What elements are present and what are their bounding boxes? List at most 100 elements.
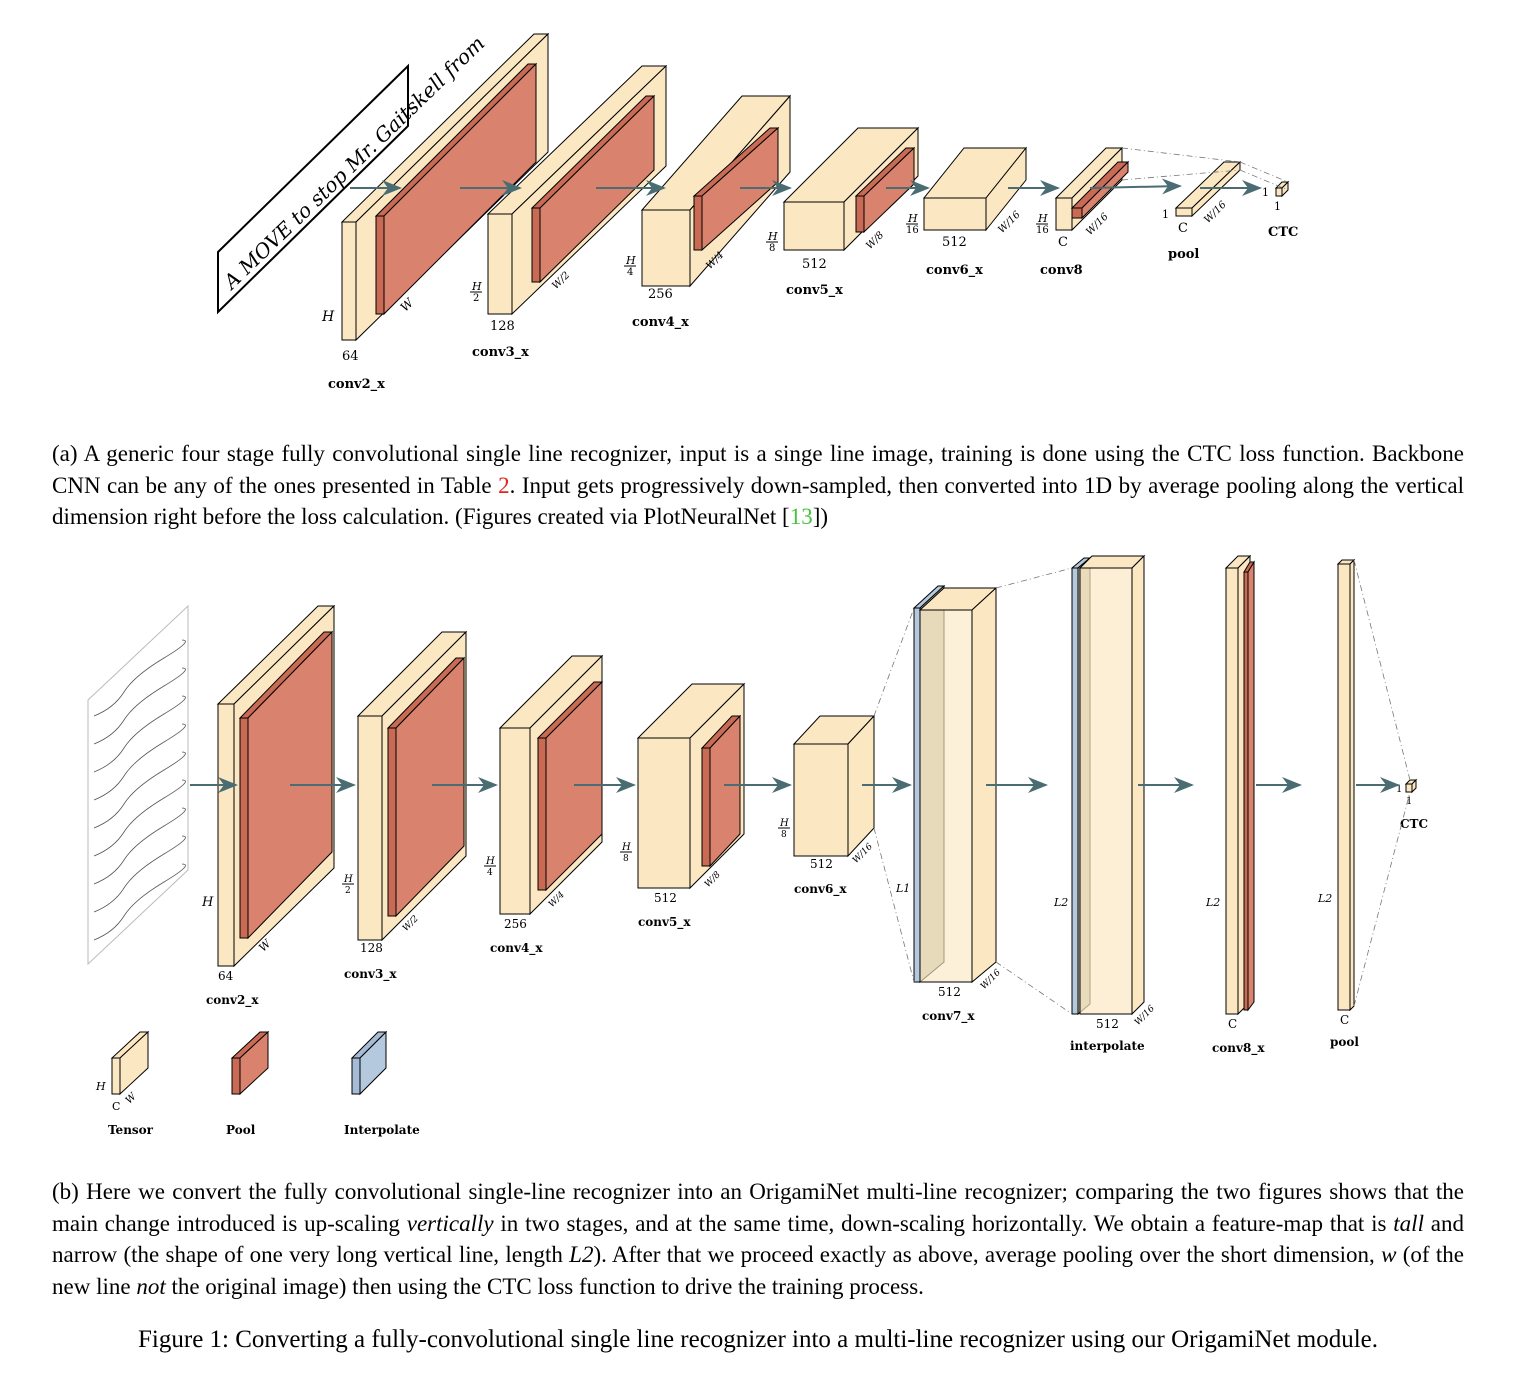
b-label-conv2-x: conv2_x	[206, 993, 259, 1008]
b-dim-C-b: C	[1340, 1013, 1349, 1027]
caption-b-em-tall: tall	[1393, 1210, 1424, 1236]
flow-arrows-a	[350, 178, 1262, 196]
b-label-conv5-x: conv5_x	[638, 915, 691, 930]
caption-b-text-6: the original image) then using the CTC l…	[165, 1273, 924, 1299]
dim-H16-b: H	[1037, 212, 1048, 225]
caption-b-math-L2: L2	[569, 1242, 594, 1267]
projection-lines-b	[873, 559, 1411, 1015]
block-b-conv4-x	[498, 654, 604, 916]
dim-H2: H	[471, 280, 482, 293]
dim-W8: W/8	[864, 230, 886, 252]
dim-8: 8	[769, 243, 775, 254]
b-label-conv4-x: conv4_x	[490, 941, 543, 956]
block-conv6-x	[922, 146, 1028, 232]
b-dim-H4: H	[485, 856, 495, 867]
caption-b-text-4: ). After that we proceed exactly as abov…	[593, 1242, 1382, 1267]
b-dim-L2-b: L2	[1205, 896, 1220, 909]
ch-512-b: 512	[942, 235, 967, 250]
figure-b-canvas: H W 64 conv2_x H 2 W/2 128 conv3_x H 4 W…	[87, 554, 1428, 1137]
caption-a-text-1: (a) A generic four stage fully convoluti…	[52, 441, 1464, 498]
b-dim-W8: W/8	[703, 870, 723, 890]
figure-a: A MOVE to stop Mr. Gaitskell from H W 64…	[0, 0, 1516, 410]
caption-b-math-w: w	[1381, 1242, 1397, 1267]
dim-C-a: C	[1058, 235, 1068, 250]
legend-dim-C: C	[112, 1100, 120, 1113]
label-conv6-x: conv6_x	[926, 263, 983, 278]
b-label-conv6-x: conv6_x	[794, 882, 847, 897]
block-conv8	[1054, 146, 1130, 232]
dim-W16-b: W/16	[1084, 211, 1111, 238]
b-ch-512-c: 512	[938, 985, 961, 999]
block-b-interpolate	[1070, 554, 1146, 1016]
projection-lines-a	[1121, 147, 1289, 191]
citation-ref-link[interactable]: 13	[789, 504, 813, 529]
b-dim-L2-c: L2	[1317, 892, 1332, 905]
ch-128: 128	[490, 319, 515, 334]
legend-pool-swatch	[230, 1030, 270, 1096]
dim-1-a: 1	[1162, 208, 1169, 221]
b-label-interpolate: interpolate	[1070, 1039, 1145, 1053]
b-label-pool: pool	[1330, 1035, 1359, 1049]
caption-a: (a) A generic four stage fully convoluti…	[52, 438, 1464, 533]
dim-1-c: 1	[1274, 200, 1281, 213]
dim-16-a: 16	[906, 225, 919, 236]
caption-b-text-1: (b) Here we convert the fully convolutio…	[52, 1179, 1464, 1236]
b-ch-512-d: 512	[1096, 1017, 1119, 1031]
b-label-ctc: CTC	[1400, 817, 1428, 831]
label-conv2-x: conv2_x	[328, 377, 385, 392]
caption-b-em-vertically: vertically	[406, 1210, 494, 1236]
b-dim-H: H	[201, 895, 214, 910]
label-conv8: conv8	[1040, 263, 1083, 278]
caption-b-text-5: (of the new line	[52, 1242, 1465, 1299]
legend-dim-W: W	[124, 1091, 140, 1107]
legend-pool-label: Pool	[226, 1123, 256, 1137]
legend-tensor-label: Tensor	[108, 1123, 154, 1137]
caption-b-em-not: not	[136, 1273, 166, 1299]
legend: H C W Tensor Pool Interpolate	[95, 1030, 420, 1137]
figure-b: H W 64 conv2_x H 2 W/2 128 conv3_x H 4 W…	[0, 550, 1516, 1150]
block-conv5-x	[782, 126, 920, 252]
dim-16-b: 16	[1036, 225, 1049, 236]
b-dim-1-b: 1	[1406, 796, 1412, 807]
block-conv2-x	[340, 32, 550, 342]
caption-b-text-3: and narrow (the shape of one very long v…	[52, 1210, 1464, 1268]
legend-interpolate-swatch	[350, 1030, 388, 1096]
caption-b-text-2: in two stages, and at the same time, dow…	[493, 1210, 1394, 1236]
b-dim-4: 4	[487, 868, 493, 878]
caption-a-text-2: . Input gets progressively down-sampled,…	[52, 472, 1464, 530]
block-b-conv5-x	[636, 682, 746, 890]
dim-H8: H	[767, 230, 778, 243]
block-b-conv8-x	[1224, 554, 1255, 1016]
input-paragraph-image	[87, 604, 189, 966]
b-dim-H8: H	[621, 842, 631, 853]
b-ch-512-b: 512	[810, 857, 833, 871]
block-b-ctc	[1404, 778, 1418, 794]
legend-dim-H: H	[95, 1080, 106, 1093]
b-dim-H8b: H	[779, 818, 789, 829]
ch-64: 64	[342, 349, 359, 364]
block-conv3-x	[486, 64, 668, 316]
b-ch-256: 256	[504, 917, 527, 931]
legend-tensor-swatch	[110, 1030, 150, 1096]
block-b-conv6-x	[792, 714, 876, 858]
b-dim-8b: 8	[781, 830, 787, 840]
dim-4: 4	[627, 267, 633, 278]
caption-a-text-3: ])	[812, 504, 829, 529]
b-dim-L1: L1	[895, 882, 910, 895]
b-dim-8: 8	[623, 854, 629, 864]
dim-W16-a: W/16	[996, 209, 1023, 236]
table-ref-link[interactable]: 2	[498, 472, 510, 498]
caption-b: (b) Here we convert the fully convolutio…	[52, 1176, 1464, 1302]
dim-H: H	[321, 309, 335, 325]
label-conv3-x: conv3_x	[472, 345, 529, 360]
block-b-conv7-x	[912, 584, 998, 984]
dim-H16-a: H	[907, 212, 918, 225]
b-dim-H2: H	[343, 874, 353, 885]
b-dim-2: 2	[345, 886, 351, 896]
label-ctc-a: CTC	[1268, 225, 1298, 240]
b-ch-64: 64	[218, 969, 234, 983]
b-ch-512-a: 512	[654, 891, 677, 905]
b-label-conv8-x: conv8_x	[1212, 1041, 1265, 1056]
b-label-conv3-x: conv3_x	[344, 967, 397, 982]
b-dim-C-a: C	[1228, 1017, 1237, 1031]
